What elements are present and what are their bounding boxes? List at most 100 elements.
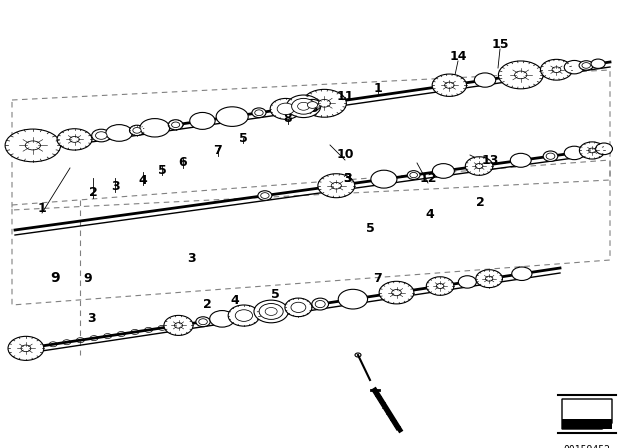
Ellipse shape (465, 157, 493, 175)
Ellipse shape (579, 61, 593, 70)
Ellipse shape (260, 193, 269, 198)
Text: 3: 3 (344, 172, 352, 185)
Text: 4: 4 (139, 173, 147, 186)
Text: 15: 15 (492, 38, 509, 51)
Ellipse shape (476, 270, 502, 288)
Ellipse shape (216, 107, 248, 126)
Text: 12: 12 (419, 172, 436, 185)
Ellipse shape (476, 164, 483, 168)
Ellipse shape (552, 67, 561, 73)
Ellipse shape (379, 281, 414, 304)
Ellipse shape (579, 142, 605, 159)
Ellipse shape (589, 148, 596, 153)
Ellipse shape (57, 129, 92, 150)
Text: 9: 9 (84, 271, 92, 284)
Ellipse shape (433, 164, 454, 178)
Text: 2: 2 (476, 195, 484, 208)
Ellipse shape (339, 289, 367, 309)
Ellipse shape (564, 60, 584, 74)
Ellipse shape (474, 73, 496, 87)
Ellipse shape (303, 89, 346, 117)
Text: 5: 5 (239, 132, 248, 145)
Text: 5: 5 (365, 221, 374, 234)
Ellipse shape (510, 153, 531, 167)
Ellipse shape (318, 174, 355, 198)
Ellipse shape (564, 146, 584, 159)
Ellipse shape (168, 120, 183, 130)
Text: 4: 4 (426, 207, 435, 220)
Ellipse shape (332, 182, 341, 189)
Ellipse shape (255, 110, 263, 116)
Ellipse shape (70, 137, 79, 142)
Text: 11: 11 (336, 90, 354, 103)
Text: 14: 14 (449, 49, 467, 63)
Ellipse shape (546, 153, 555, 159)
Ellipse shape (95, 132, 107, 139)
Text: 10: 10 (336, 148, 354, 161)
Ellipse shape (189, 112, 215, 129)
Ellipse shape (426, 277, 454, 295)
Ellipse shape (596, 143, 612, 155)
Ellipse shape (543, 151, 558, 161)
Ellipse shape (265, 307, 277, 315)
Ellipse shape (515, 71, 527, 79)
Ellipse shape (175, 323, 182, 328)
Ellipse shape (92, 129, 111, 142)
Ellipse shape (259, 304, 283, 319)
Ellipse shape (254, 300, 289, 323)
Ellipse shape (172, 122, 180, 128)
Ellipse shape (129, 125, 145, 136)
Ellipse shape (407, 171, 420, 180)
Ellipse shape (199, 319, 207, 325)
Ellipse shape (499, 61, 543, 89)
Text: 13: 13 (481, 154, 499, 167)
Text: 7: 7 (214, 145, 222, 158)
Text: 1: 1 (374, 82, 382, 95)
Ellipse shape (298, 102, 310, 110)
Ellipse shape (140, 119, 170, 137)
Ellipse shape (591, 59, 605, 69)
Ellipse shape (21, 345, 31, 352)
Ellipse shape (258, 191, 272, 200)
Ellipse shape (307, 102, 317, 108)
Bar (562, 419, 612, 429)
Ellipse shape (445, 82, 454, 88)
Ellipse shape (291, 302, 306, 312)
Text: 00159452: 00159452 (563, 445, 611, 448)
Polygon shape (562, 399, 612, 429)
Ellipse shape (486, 276, 493, 281)
Text: 3: 3 (111, 181, 119, 194)
Ellipse shape (436, 284, 444, 289)
Ellipse shape (236, 310, 253, 321)
Ellipse shape (196, 317, 210, 327)
Text: 3: 3 (308, 102, 317, 115)
Text: 5: 5 (157, 164, 166, 177)
Ellipse shape (312, 298, 328, 310)
Ellipse shape (410, 172, 417, 178)
Ellipse shape (582, 63, 591, 68)
Ellipse shape (304, 99, 321, 111)
Text: 7: 7 (374, 271, 382, 284)
Ellipse shape (164, 315, 193, 336)
Ellipse shape (392, 289, 401, 296)
Ellipse shape (8, 336, 44, 360)
Text: 1: 1 (38, 202, 46, 215)
Ellipse shape (252, 108, 266, 117)
Ellipse shape (318, 99, 330, 107)
Ellipse shape (277, 103, 294, 115)
Text: 3: 3 (88, 311, 96, 324)
Ellipse shape (371, 170, 397, 188)
Ellipse shape (210, 310, 234, 327)
Ellipse shape (228, 305, 260, 326)
Ellipse shape (133, 128, 141, 133)
Ellipse shape (540, 59, 572, 80)
Text: 6: 6 (179, 156, 188, 169)
Ellipse shape (458, 276, 476, 288)
Text: 4: 4 (230, 293, 239, 306)
Ellipse shape (25, 141, 40, 150)
Text: 2: 2 (88, 186, 97, 199)
Ellipse shape (432, 74, 467, 96)
Text: 8: 8 (284, 112, 292, 125)
Ellipse shape (316, 301, 325, 308)
Ellipse shape (5, 129, 61, 162)
